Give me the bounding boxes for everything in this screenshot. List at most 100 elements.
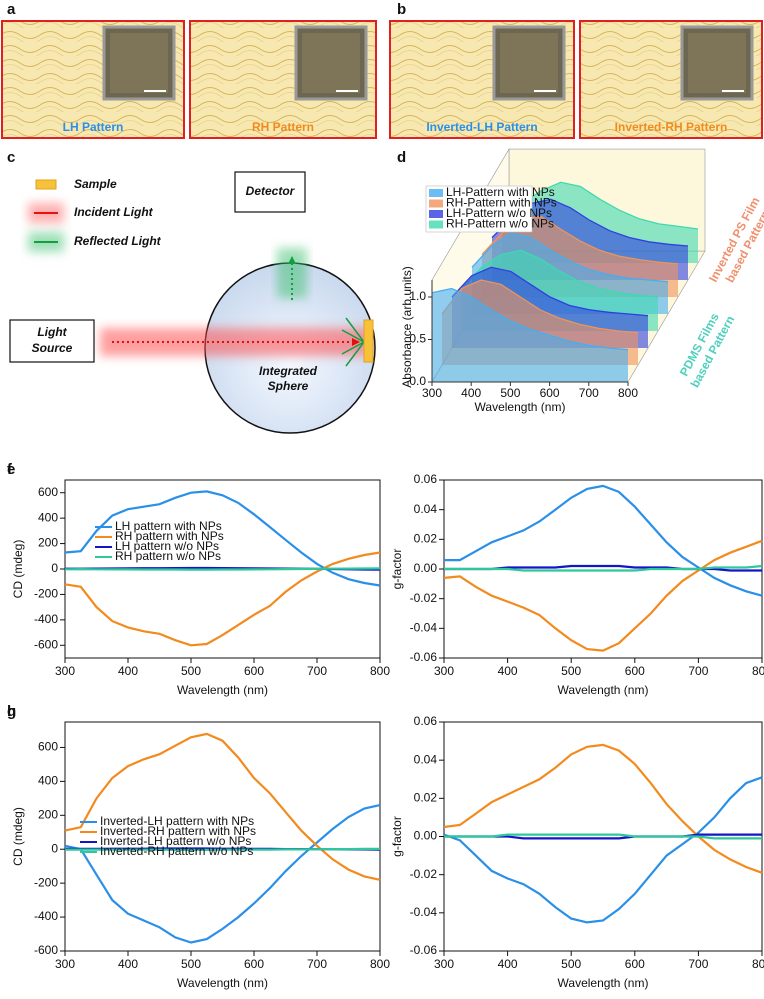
ribbon-line	[451, 266, 649, 317]
series-line	[444, 564, 763, 572]
x-tick-label: 300	[422, 386, 442, 400]
x-tick-label: 500	[181, 664, 201, 678]
sphere-label: Sphere	[268, 379, 309, 393]
source-label: Light	[37, 325, 67, 339]
panel-letter: b	[397, 1, 406, 18]
ribbon-line	[461, 249, 659, 298]
y-axis-label: g-factor	[390, 549, 404, 590]
y-tick-label: 600	[38, 485, 58, 499]
legend-label: LH pattern w/o NPs	[115, 539, 219, 553]
y-tick-label: 600	[38, 740, 58, 754]
panel-letter: d	[397, 149, 406, 166]
legend-label: RH pattern w/o NPs	[115, 549, 221, 563]
panel-letter: e	[7, 461, 15, 478]
ribbon-line	[431, 287, 629, 351]
y-tick-label: -400	[34, 612, 58, 626]
x-tick-label: 800	[752, 957, 764, 971]
legend-label: LH-Pattern with NPs	[446, 185, 555, 199]
x-tick-label: 800	[618, 386, 638, 400]
x-tick-label: 500	[181, 957, 201, 971]
legend-text: Reflected Light	[74, 234, 162, 248]
y-tick-label: 0.02	[414, 791, 438, 805]
diagram: c Sample Incident Light Reflected Light …	[7, 149, 376, 434]
x-tick-label: 400	[118, 957, 138, 971]
image-label: Inverted-LH Pattern	[426, 120, 537, 134]
panel-letter: g	[7, 703, 16, 720]
x-tick-label: 700	[307, 664, 327, 678]
series-line	[444, 833, 762, 840]
y-tick-label: 0.5	[409, 332, 426, 346]
series-line	[65, 847, 380, 851]
y-tick-label: 0	[51, 561, 58, 575]
x-tick-label: 400	[118, 664, 138, 678]
image-label: RH Pattern	[252, 120, 314, 134]
y-tick-label: -600	[34, 943, 58, 957]
x-tick-label: 600	[244, 664, 264, 678]
y-tick-label: -0.06	[410, 650, 438, 664]
y-axis-label: CD (mdeg)	[11, 807, 25, 866]
x-tick-label: 800	[370, 957, 390, 971]
plot-frame	[64, 721, 381, 952]
y-tick-label: -200	[34, 587, 58, 601]
y-tick-label: 0.04	[414, 752, 438, 766]
series-line	[64, 567, 381, 571]
y-tick-label: 0	[51, 841, 58, 855]
legend-label: LH-Pattern w/o NPs	[446, 206, 552, 220]
y-axis-label: CD (mdeg)	[11, 540, 25, 599]
y-tick-label: -400	[34, 909, 58, 923]
x-tick-label: 400	[461, 386, 481, 400]
sample	[363, 319, 374, 363]
x-tick-label: 600	[625, 664, 645, 678]
x-axis-label: Wavelength (nm)	[177, 976, 268, 990]
detector-box	[234, 171, 306, 213]
legend-label: RH pattern with NPs	[115, 529, 224, 543]
x-tick-label: 500	[561, 664, 581, 678]
y-tick-label: -0.02	[410, 591, 438, 605]
y-tick-label: 400	[38, 510, 58, 524]
x-tick-label: 500	[561, 957, 581, 971]
series-line	[443, 776, 763, 924]
x-tick-label: 400	[498, 957, 518, 971]
x-tick-label: 800	[752, 664, 764, 678]
y-tick-label: 0.06	[414, 472, 438, 486]
legend-label: Inverted-LH pattern with NPs	[100, 814, 254, 828]
detector-label: Detector	[246, 184, 296, 198]
photo-texture	[688, 33, 746, 93]
ribbon-fill	[432, 288, 628, 382]
panel-letter: f	[7, 461, 13, 478]
x-tick-label: 700	[688, 957, 708, 971]
series-line	[64, 551, 381, 647]
ribbon-line	[471, 232, 669, 283]
photo-texture	[302, 33, 360, 93]
y-tick-label: -0.02	[410, 867, 438, 881]
source-label: Source	[32, 341, 73, 355]
x-tick-label: 700	[688, 664, 708, 678]
legend-swatch	[429, 210, 443, 218]
sample-icon	[35, 179, 57, 190]
y-tick-label: 0.06	[414, 714, 438, 728]
panel-letter: c	[7, 149, 15, 166]
x-tick-label: 700	[579, 386, 599, 400]
x-tick-label: 300	[434, 664, 454, 678]
y-tick-label: -0.04	[410, 905, 438, 919]
x-axis-label: Wavelength (nm)	[558, 976, 649, 990]
y-tick-label: 200	[38, 536, 58, 550]
y-tick-label: 0.0	[409, 374, 426, 388]
x-axis-label: Wavelength (nm)	[558, 683, 649, 697]
sphere-label: Integrated	[259, 364, 318, 378]
photo-texture	[500, 33, 558, 93]
ribbon-line	[441, 279, 639, 334]
legend-label: Inverted-LH pattern w/o NPs	[100, 834, 251, 848]
legend-swatch	[429, 189, 443, 197]
x-axis-label: Wavelength (nm)	[475, 400, 566, 414]
y-tick-label: 0.00	[414, 829, 438, 843]
arrow	[288, 256, 296, 264]
series-line	[444, 484, 763, 597]
panel-letter: a	[7, 1, 16, 18]
y-tick-label: 0.02	[414, 532, 438, 546]
x-tick-label: 300	[55, 957, 75, 971]
x-tick-label: 500	[500, 386, 520, 400]
legend-label: Inverted-RH pattern w/o NPs	[100, 844, 253, 858]
legend-label: LH pattern with NPs	[115, 519, 222, 533]
x-tick-label: 300	[434, 957, 454, 971]
